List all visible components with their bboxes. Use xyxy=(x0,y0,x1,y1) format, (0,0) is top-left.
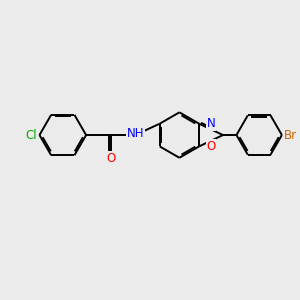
Text: NH: NH xyxy=(126,127,144,140)
Text: O: O xyxy=(206,140,216,153)
Text: Br: Br xyxy=(284,128,297,142)
Text: N: N xyxy=(207,118,215,130)
Text: O: O xyxy=(106,152,115,165)
Text: Cl: Cl xyxy=(26,128,37,142)
